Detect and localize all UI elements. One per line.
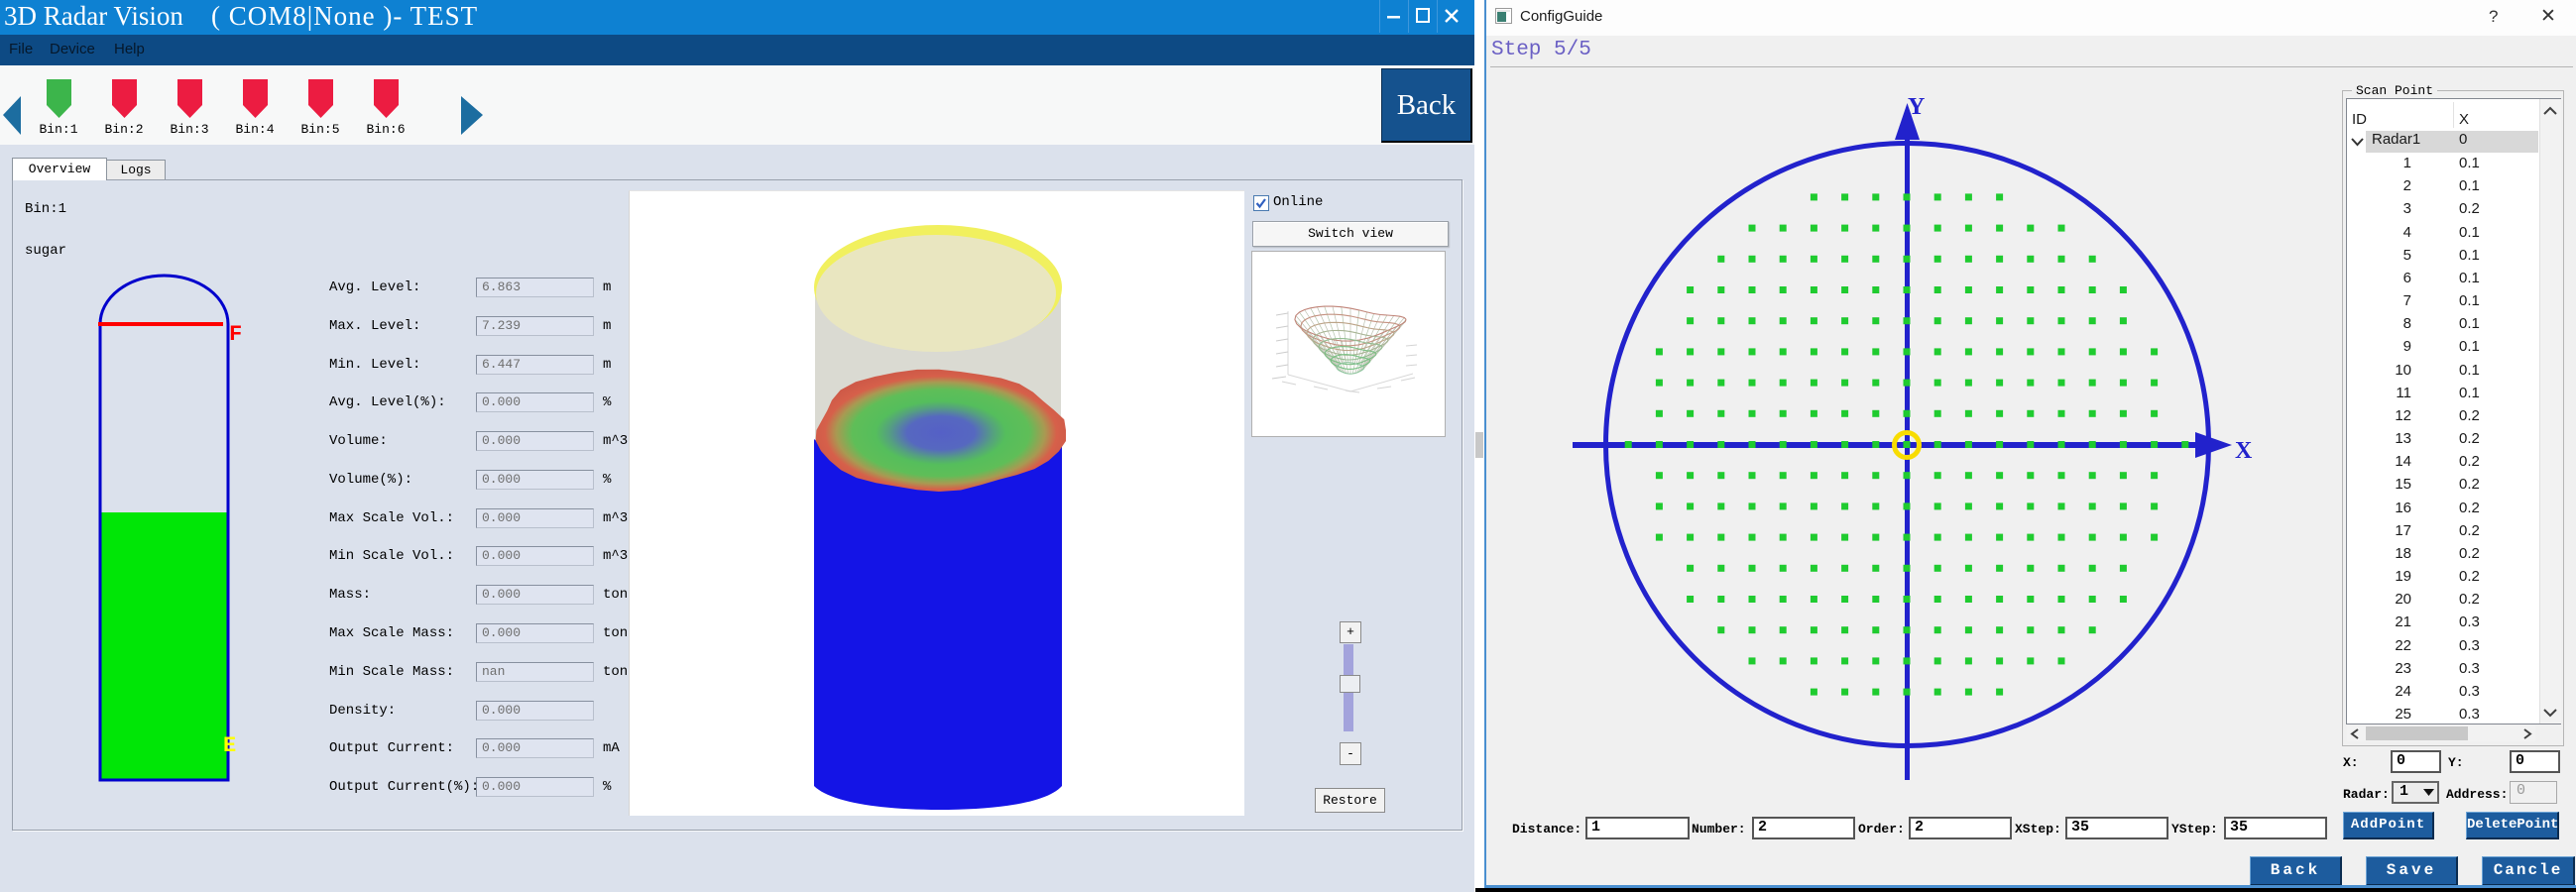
svg-text:X: X bbox=[2235, 438, 2253, 464]
svg-text:F: F bbox=[229, 322, 242, 347]
svg-text:Y: Y bbox=[1908, 94, 1925, 120]
svg-text:E: E bbox=[223, 733, 236, 758]
